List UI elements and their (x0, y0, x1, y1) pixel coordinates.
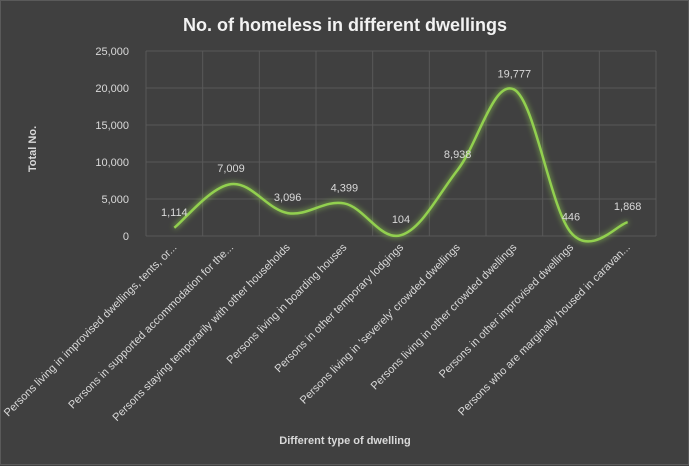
y-tick-label: 25,000 (95, 46, 129, 58)
x-category-label: Persons living in boarding houses (225, 241, 350, 366)
data-label: 4,399 (331, 182, 359, 194)
data-label: 446 (562, 212, 580, 224)
data-label: 7,009 (217, 163, 245, 175)
y-tick-label: 5,000 (101, 194, 129, 206)
data-label: 3,096 (274, 192, 302, 204)
y-tick-label: 20,000 (95, 83, 129, 95)
gridlines (145, 50, 657, 237)
chart-title: No. of homeless in different dwellings (183, 15, 507, 35)
y-axis-title: Total No. (27, 126, 39, 172)
series-line (173, 87, 629, 243)
y-tick-label: 10,000 (95, 157, 129, 169)
y-tick-label: 15,000 (95, 120, 129, 132)
data-labels: 1,114 7,009 3,096 4,399 104 8,938 19,777 446 1,8… (161, 69, 641, 227)
data-label: 1,114 (161, 207, 188, 219)
y-tick-label: 0 (123, 231, 129, 243)
series-line-group (173, 87, 629, 243)
x-axis-title: Different type of dwelling (279, 435, 410, 447)
data-label: 19,777 (498, 69, 532, 81)
data-label: 1,868 (614, 201, 642, 213)
data-label: 104 (392, 214, 410, 226)
y-axis-ticks: 0 5,000 10,000 15,000 20,000 25,000 (95, 46, 129, 243)
data-label: 8,938 (444, 149, 472, 161)
x-axis-categories: Persons living in improvised dwellings, … (2, 241, 633, 424)
